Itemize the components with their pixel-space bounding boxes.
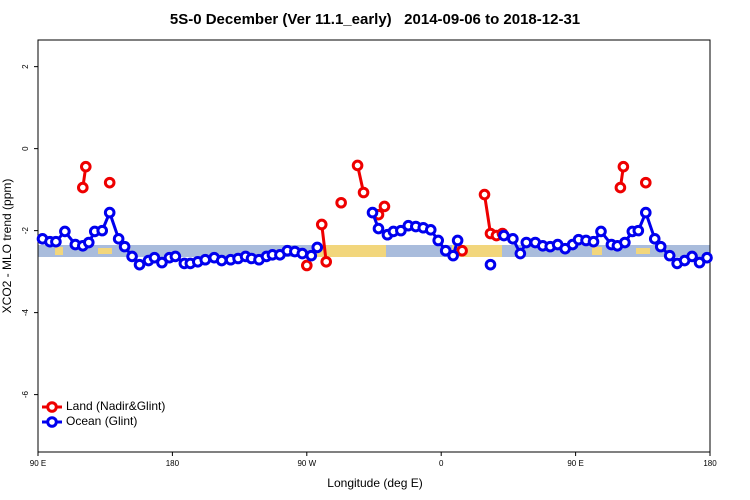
data-point	[305, 249, 318, 262]
legend-label: Land (Nadir&Glint)	[66, 399, 165, 413]
data-point	[395, 224, 407, 237]
data-point	[701, 251, 713, 264]
data-point	[447, 249, 459, 262]
plot-frame	[37, 39, 711, 453]
x-tick-label: 90 W	[297, 459, 316, 468]
data-point	[639, 206, 652, 219]
data-point	[199, 253, 212, 266]
data-point	[126, 250, 138, 263]
data-point	[79, 160, 92, 173]
data-point	[439, 244, 452, 257]
data-point	[103, 176, 116, 189]
data-point	[587, 235, 600, 248]
data-point	[432, 234, 445, 247]
x-tick-label: 180	[703, 459, 717, 468]
data-point	[133, 258, 146, 271]
data-point	[520, 236, 533, 249]
x-tick-label: 90 E	[30, 459, 46, 468]
y-tick-label: 2	[21, 64, 30, 69]
data-point	[484, 258, 497, 271]
data-point	[301, 259, 313, 272]
data-point	[296, 247, 309, 260]
y-tick-label: -6	[21, 391, 30, 399]
data-point	[335, 196, 347, 209]
data-point	[169, 250, 182, 263]
data-point	[693, 256, 706, 269]
data-point	[514, 247, 527, 260]
data-point	[315, 218, 328, 231]
legend-marker	[46, 416, 58, 428]
data-point	[357, 186, 370, 199]
data-point	[311, 241, 324, 254]
data-point	[478, 188, 491, 201]
data-point	[632, 224, 645, 237]
x-tick-label: 0	[439, 459, 444, 468]
data-point	[378, 200, 391, 213]
data-point	[498, 229, 510, 242]
y-tick-label: 0	[21, 146, 30, 151]
data-point	[424, 224, 437, 236]
data-point	[156, 256, 168, 269]
data-point	[614, 181, 627, 194]
data-point	[320, 255, 333, 268]
x-tick-label: 90 E	[567, 459, 583, 468]
y-tick-label: -4	[21, 309, 30, 317]
data-point	[686, 250, 698, 263]
data-point	[96, 224, 109, 237]
y-axis-label: XCO2 - MLO trend (ppm)	[0, 179, 14, 314]
data-point	[77, 181, 89, 194]
data-point	[456, 244, 468, 257]
data-point	[148, 251, 161, 264]
data-point	[50, 235, 62, 248]
data-point	[351, 159, 364, 172]
chart-title: 5S-0 December (Ver 11.1_early) 2014-09-0…	[170, 11, 580, 28]
data-point	[366, 206, 379, 219]
data-point	[619, 236, 631, 249]
data-point	[617, 160, 630, 173]
data-point	[507, 233, 519, 245]
data-point	[215, 254, 228, 267]
data-point	[103, 206, 116, 219]
data-point	[118, 240, 131, 253]
data-point	[372, 222, 385, 235]
legend-label: Ocean (Glint)	[66, 414, 137, 428]
y-tick-label: -2	[21, 227, 30, 235]
data-point	[595, 225, 607, 238]
data-point	[59, 225, 71, 238]
data-point	[654, 240, 667, 253]
data-point	[639, 176, 652, 189]
data-point	[663, 249, 676, 262]
data-point	[648, 233, 661, 245]
data-point	[451, 234, 464, 247]
data-point	[112, 233, 125, 245]
x-tick-label: 180	[166, 459, 180, 468]
x-axis-label: Longitude (deg E)	[327, 476, 422, 490]
legend-marker	[46, 401, 58, 413]
data-point	[82, 236, 95, 249]
